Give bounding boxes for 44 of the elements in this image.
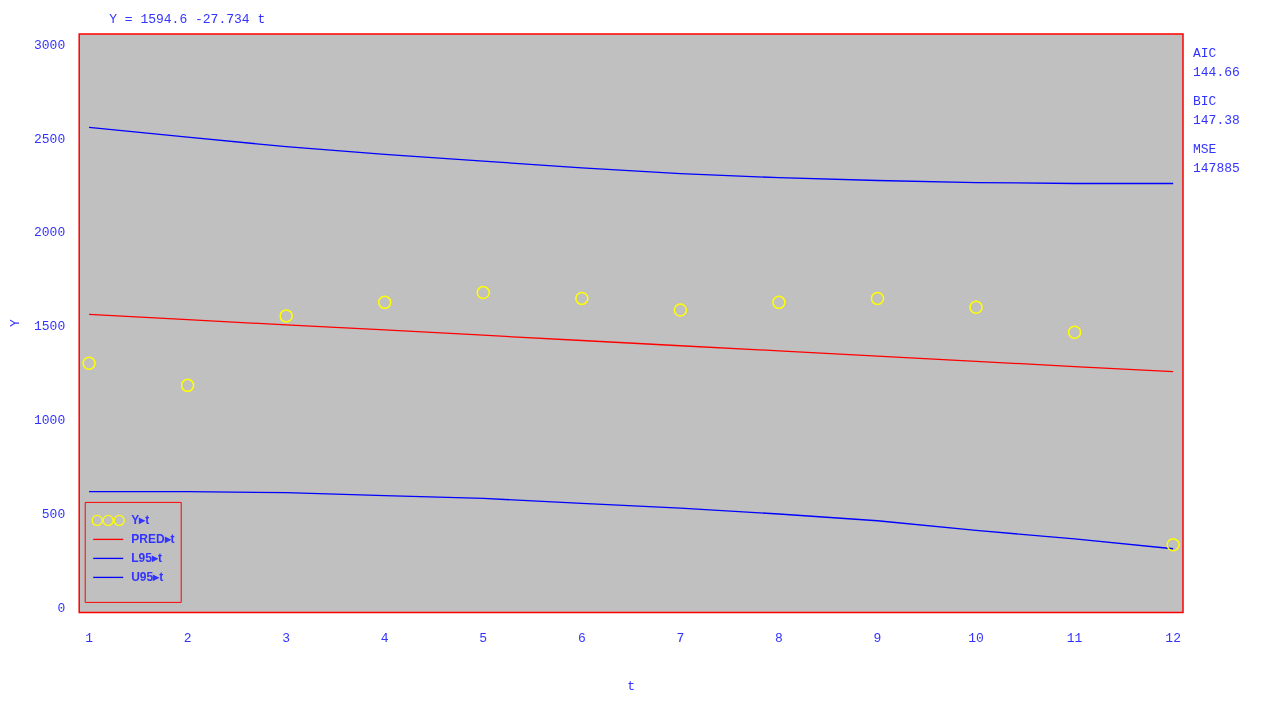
x-tick-label: 4 (380, 630, 389, 646)
legend-label: L95▸t (131, 550, 162, 565)
text: AIC (1193, 46, 1217, 62)
legend-label: U95▸t (131, 569, 164, 584)
x-tick-label: 9 (873, 630, 882, 646)
point (82, 356, 96, 370)
y-axis-title: Y (7, 319, 23, 328)
point (575, 291, 589, 306)
x-axis-title: t (627, 678, 636, 694)
x-tick-label: 3 (282, 630, 291, 646)
text: 147885 (1193, 161, 1240, 177)
x-tick-label: 10 (968, 630, 984, 646)
point (279, 309, 293, 323)
point (969, 300, 983, 314)
chart-title: Y = 1594.6 -27.734 t (109, 12, 266, 28)
x-tick-label: 5 (479, 630, 488, 646)
x-tick-label: 7 (676, 630, 685, 646)
legend-label: PRED▸t (131, 531, 175, 546)
x-tick-label: 12 (1165, 630, 1181, 646)
point (476, 285, 491, 300)
point (673, 303, 688, 317)
x-tick-label: 8 (775, 630, 783, 646)
point (180, 378, 195, 393)
y-tick-label: 0 (57, 601, 66, 617)
x-tick-label: 1 (85, 630, 94, 646)
point (1166, 538, 1180, 552)
text: MSE (1193, 142, 1217, 158)
x-tick-label: 6 (577, 630, 586, 646)
y-tick-label: 1500 (33, 319, 66, 335)
y-tick-label: 2000 (33, 225, 66, 241)
x-tick-label: 2 (183, 630, 192, 646)
point (870, 291, 885, 306)
y-tick-label: 1000 (33, 413, 66, 429)
text: 144.66 (1193, 65, 1240, 81)
point (1067, 325, 1082, 339)
text: 147.38 (1193, 113, 1240, 129)
y-tick-label: 500 (41, 507, 66, 523)
x-tick-label: 11 (1066, 630, 1083, 646)
y-tick-label: 2500 (33, 131, 66, 147)
y-tick-label: 3000 (33, 37, 66, 53)
point (377, 295, 392, 310)
point (772, 295, 786, 310)
text: BIC (1193, 94, 1217, 110)
legend-label: Y▸t (131, 512, 150, 527)
